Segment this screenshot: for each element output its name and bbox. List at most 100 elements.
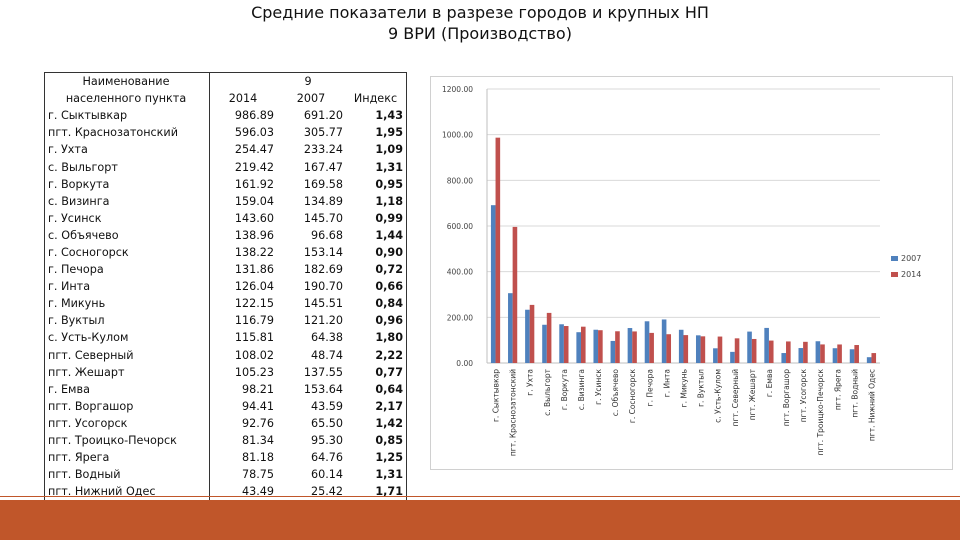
bar-2014 [786,341,791,363]
row-name: г. Емва [44,380,210,398]
bar-2014 [649,332,654,363]
bar-2014 [529,304,535,363]
row-name: с. Визинга [44,192,210,210]
x-tick-label: г. Сыктывкар [492,369,501,422]
row-value-2007: 64.76 [310,451,343,465]
row-index: 1,25 [346,449,407,467]
row-value-2007: 145.51 [303,297,343,311]
header-name-line2-text: населенного пункта [65,92,187,106]
x-tick-label: с. Объячево [611,369,620,417]
row-index: 1,31 [346,158,407,176]
row-value-2014: 219.42 [209,158,277,176]
table-row: г. Усинск 143.60 145.70 0,99 [44,209,407,227]
y-tick-label: 600.00 [447,222,473,231]
row-value-2007: 145.70 [303,211,343,225]
bar-2007 [730,351,735,363]
row-value-2007: 60.14 [310,468,343,482]
row-name: г. Сыктывкар [44,107,210,125]
table-row: пгт. Нижний Одес 43.49 25.42 1,71 [44,483,407,502]
x-tick-label: с. Выльгорт [543,368,552,415]
row-name: пгт. Краснозатонский [44,124,210,142]
row-value-2014: 78.75 [209,466,277,484]
row-name: г. Ухта [44,141,210,159]
row-value-2014: 98.21 [209,380,277,398]
row-value-2007: 65.50 [310,416,343,430]
bar-2014 [854,345,859,363]
row-value-2007: 96.68 [310,228,343,242]
row-value-2007: 95.30 [310,434,343,448]
row-name: пгт. Ярега [44,449,210,467]
row-index: 0,96 [346,312,407,330]
bar-2007 [747,331,752,363]
bar-2014 [768,340,774,363]
row-index: 1,71 [346,483,407,502]
x-tick-label: г. Ухта [526,369,535,396]
row-index: 1,18 [346,192,407,210]
table-header-row-2: населенного пункта 2014 2007 Индекс [44,90,407,108]
row-name: г. Микунь [44,295,210,313]
row-value-2014: 81.34 [209,431,277,450]
bar-2014 [495,137,501,363]
bar-2007 [525,309,530,363]
y-tick-label: 0.00 [456,359,473,368]
x-tick-label: г. Инта [662,369,671,397]
bar-2014 [803,341,808,363]
x-tick-label: г. Усинск [594,369,603,405]
bar-2014 [615,331,620,363]
row-value-2014: 138.22 [209,243,277,262]
bar-2014 [683,335,689,363]
table-row: г. Микунь 122.15 145.51 0,84 [44,295,407,313]
y-tick-label: 200.00 [447,313,473,322]
data-table: Наименование 9 населенного пункта 2014 2… [44,72,407,502]
x-tick-label: с. Визинга [577,369,586,410]
row-value-2007: 691.20 [303,109,343,123]
x-tick-label: пгт. Нижний Одес [867,369,876,441]
row-index: 1,31 [346,466,407,484]
row-value-2014: 159.04 [209,192,277,210]
x-tick-label: г. Сосногорск [628,369,637,424]
row-index: 1,43 [346,107,407,125]
page-title-line2: 9 ВРИ (Производство) [388,24,572,43]
bar-2007 [866,357,872,363]
row-value-2007: 169.58 [303,177,343,191]
row-value-2007: 121.20 [303,314,343,328]
bar-2014 [666,334,672,363]
bar-2007 [764,327,769,363]
row-index: 0,95 [346,175,407,193]
row-value-2014: 116.79 [209,312,277,330]
bar-2007 [832,348,838,363]
row-value-2014: 92.76 [209,414,277,432]
row-index: 0,64 [346,380,407,398]
row-value-2007: 190.70 [303,280,343,294]
row-value-2014: 131.86 [209,261,277,279]
bar-2007 [661,319,667,363]
row-index: 0,90 [346,243,407,262]
legend-label: 2007 [901,254,921,263]
row-value-2014: 138.96 [209,226,277,244]
x-tick-label: пгт. Ярега [833,369,842,410]
x-tick-label: пгт. Северный [731,369,740,426]
x-tick-label: г. Вуктыл [697,369,706,407]
x-tick-label: пгт. Усогорск [799,369,808,423]
row-index: 1,44 [346,226,407,244]
bar-2007 [508,293,513,363]
row-index: 0,72 [346,261,407,279]
row-name: пгт. Нижний Одес [44,483,210,502]
row-value-2007: 25.42 [277,483,346,502]
bar-2007 [815,341,821,363]
bar-2007 [644,321,650,363]
header-2014: 2014 [209,90,277,108]
y-tick-label: 400.00 [447,268,473,277]
row-index: 2,22 [346,346,407,364]
row-name: г. Вуктыл [44,312,210,330]
bar-2007 [490,205,496,363]
y-tick-label: 800.00 [447,176,473,185]
row-value-2014: 43.49 [209,483,277,502]
header-group: 9 [209,72,407,91]
row-index: 0,85 [346,431,407,450]
legend-swatch [891,256,898,261]
row-value-2007: 167.47 [303,160,343,174]
row-name: г. Печора [44,261,210,279]
bar-2014 [734,338,740,363]
x-tick-label: пгт. Воргашор [782,369,791,426]
